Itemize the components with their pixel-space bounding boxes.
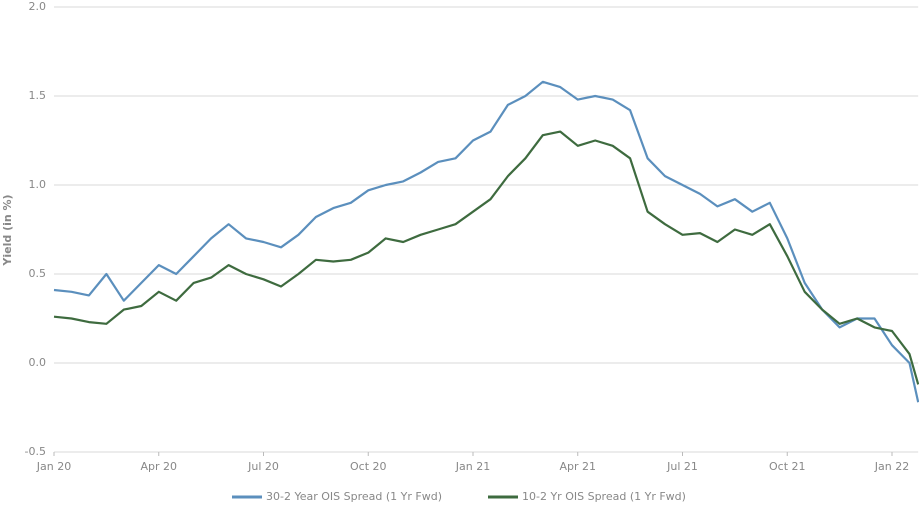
legend-label: 30-2 Year OIS Spread (1 Yr Fwd): [266, 490, 442, 503]
x-tick-label: Apr 20: [140, 460, 177, 473]
y-tick-label: -0.5: [25, 445, 46, 458]
x-tick-label: Jul 21: [666, 460, 698, 473]
x-tick-label: Jan 21: [455, 460, 490, 473]
x-tick-label: Apr 21: [559, 460, 596, 473]
x-tick-label: Jul 20: [247, 460, 279, 473]
y-tick-label: 1.5: [29, 89, 47, 102]
y-tick-label: 0.5: [29, 267, 47, 280]
x-tick-label: Jan 20: [36, 460, 71, 473]
x-tick-label: Oct 20: [350, 460, 387, 473]
y-tick-label: 0.0: [29, 356, 47, 369]
legend-label: 10-2 Yr OIS Spread (1 Yr Fwd): [522, 490, 686, 503]
y-tick-label: 2.0: [29, 0, 47, 13]
y-axis-label: Yield (in %): [1, 194, 14, 266]
x-tick-label: Jan 22: [874, 460, 909, 473]
series-line: [53, 80, 919, 403]
x-tick-label: Oct 21: [769, 460, 806, 473]
series-line: [53, 130, 919, 385]
y-tick-label: 1.0: [29, 178, 47, 191]
